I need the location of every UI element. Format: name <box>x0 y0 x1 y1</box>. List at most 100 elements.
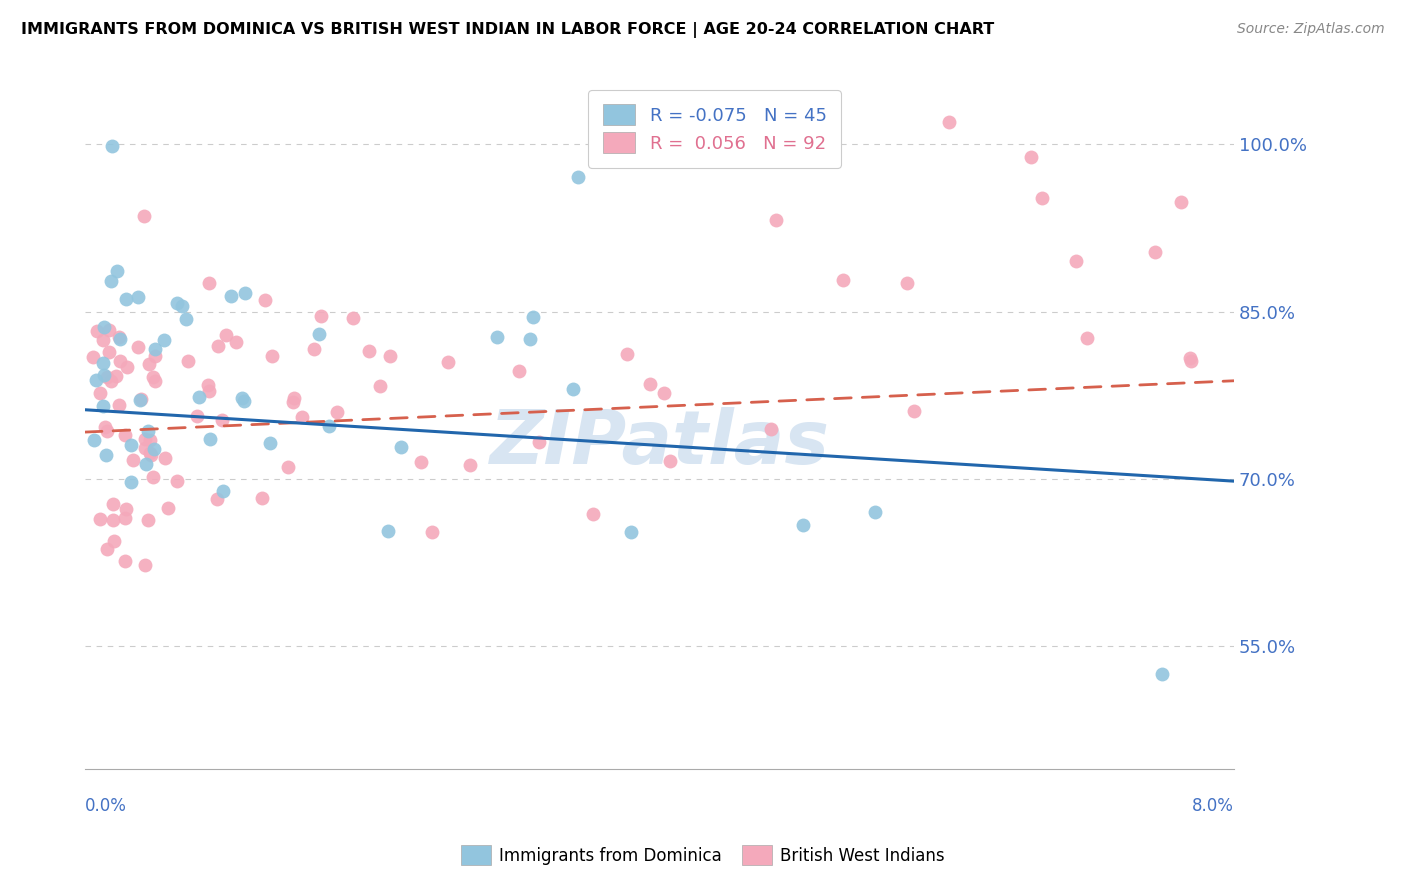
Point <box>659 454 682 468</box>
Point <box>198 432 221 446</box>
Point <box>1076 331 1098 345</box>
Point <box>142 470 165 484</box>
Point <box>582 508 605 522</box>
Point <box>139 446 162 460</box>
Point <box>134 442 156 456</box>
Point <box>120 475 142 489</box>
Point <box>103 497 125 511</box>
Point <box>114 511 136 525</box>
Point <box>359 343 381 358</box>
Point <box>97 323 120 337</box>
Point <box>166 295 188 310</box>
Point <box>1180 354 1202 368</box>
Point <box>420 525 443 540</box>
Point <box>134 558 156 572</box>
Point <box>640 377 662 392</box>
Point <box>616 347 638 361</box>
Point <box>84 373 107 387</box>
Point <box>254 293 277 307</box>
Point <box>765 212 787 227</box>
Point <box>1150 666 1173 681</box>
Point <box>110 332 132 346</box>
Point <box>91 333 114 347</box>
Point <box>1064 254 1087 268</box>
Point <box>91 399 114 413</box>
Text: 8.0%: 8.0% <box>1192 797 1234 814</box>
Point <box>326 405 349 419</box>
Point <box>138 424 160 438</box>
Point <box>411 455 433 469</box>
Point <box>114 428 136 442</box>
Point <box>197 276 219 290</box>
Point <box>96 370 118 384</box>
Point <box>142 442 165 456</box>
Point <box>101 139 124 153</box>
Point <box>104 368 127 383</box>
Text: ZIPatlas: ZIPatlas <box>489 408 830 481</box>
Point <box>211 412 233 426</box>
Text: IMMIGRANTS FROM DOMINICA VS BRITISH WEST INDIAN IN LABOR FORCE | AGE 20-24 CORRE: IMMIGRANTS FROM DOMINICA VS BRITISH WEST… <box>21 22 994 38</box>
Point <box>138 357 160 371</box>
Point <box>174 312 197 326</box>
Point <box>139 449 162 463</box>
Point <box>177 353 200 368</box>
Point <box>127 290 149 304</box>
Text: Source: ZipAtlas.com: Source: ZipAtlas.com <box>1237 22 1385 37</box>
Point <box>207 339 229 353</box>
Point <box>508 364 530 378</box>
Point <box>759 422 782 436</box>
Point <box>233 394 256 409</box>
Legend: R = -0.075   N = 45, R =  0.056   N = 92: R = -0.075 N = 45, R = 0.056 N = 92 <box>588 90 841 168</box>
Point <box>96 424 118 438</box>
Point <box>139 433 162 447</box>
Point <box>205 492 228 507</box>
Point <box>86 324 108 338</box>
Point <box>97 345 120 359</box>
Point <box>166 474 188 488</box>
Point <box>620 524 643 539</box>
Point <box>108 354 131 368</box>
Point <box>143 374 166 388</box>
Point <box>562 382 585 396</box>
Point <box>215 328 238 343</box>
Point <box>135 458 157 472</box>
Point <box>108 330 131 344</box>
Point <box>89 386 111 401</box>
Point <box>188 390 211 404</box>
Point <box>832 273 855 287</box>
Point <box>903 403 925 417</box>
Point <box>252 491 274 506</box>
Point <box>519 332 541 346</box>
Point <box>389 440 412 454</box>
Point <box>128 392 150 407</box>
Point <box>127 340 149 354</box>
Point <box>1170 194 1192 209</box>
Point <box>863 505 886 519</box>
Point <box>134 432 156 446</box>
Point <box>93 368 115 383</box>
Point <box>186 409 208 423</box>
Point <box>122 453 145 467</box>
Point <box>83 433 105 447</box>
Text: 0.0%: 0.0% <box>86 797 127 814</box>
Point <box>117 360 139 375</box>
Point <box>114 554 136 568</box>
Point <box>233 285 256 300</box>
Point <box>259 435 281 450</box>
Point <box>1019 150 1042 164</box>
Point <box>368 379 391 393</box>
Point <box>93 320 115 334</box>
Point <box>100 274 122 288</box>
Point <box>283 395 305 409</box>
Point <box>141 370 163 384</box>
Point <box>115 502 138 516</box>
Point <box>1178 351 1201 366</box>
Point <box>120 437 142 451</box>
Point <box>198 384 221 399</box>
Point <box>567 170 589 185</box>
Point <box>82 350 104 364</box>
Point <box>262 349 284 363</box>
Point <box>143 342 166 356</box>
Point <box>89 511 111 525</box>
Point <box>522 310 544 325</box>
